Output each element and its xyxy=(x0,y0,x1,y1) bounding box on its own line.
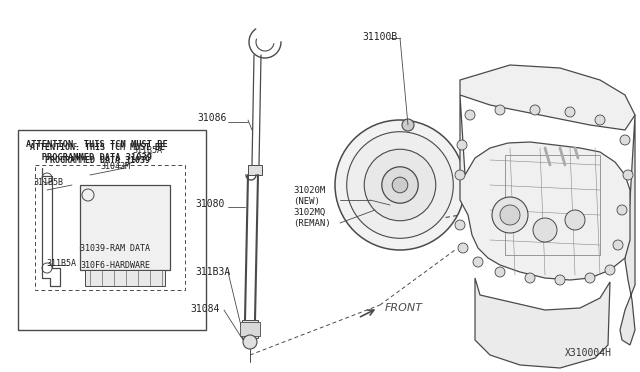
Circle shape xyxy=(492,197,528,233)
Text: ATTENTION: THIS TCM MUST BE
   PROGRAMMED DATA 31039: ATTENTION: THIS TCM MUST BE PROGRAMMED D… xyxy=(30,143,165,164)
Circle shape xyxy=(457,140,467,150)
Polygon shape xyxy=(620,115,635,345)
Text: 31080: 31080 xyxy=(195,199,225,209)
Circle shape xyxy=(392,177,408,193)
Text: 310F6-HARDWARE: 310F6-HARDWARE xyxy=(80,260,150,269)
Bar xyxy=(248,165,262,175)
Polygon shape xyxy=(460,65,635,130)
Text: 31084: 31084 xyxy=(190,304,220,314)
Bar xyxy=(242,320,258,338)
Circle shape xyxy=(617,205,627,215)
Circle shape xyxy=(500,205,520,225)
Circle shape xyxy=(495,267,505,277)
Circle shape xyxy=(455,220,465,230)
Bar xyxy=(80,185,170,270)
Circle shape xyxy=(565,107,575,117)
Text: 311B5A: 311B5A xyxy=(46,259,76,267)
Polygon shape xyxy=(460,95,630,280)
Text: 31043M: 31043M xyxy=(100,161,130,170)
Circle shape xyxy=(605,265,615,275)
Circle shape xyxy=(465,110,475,120)
Circle shape xyxy=(595,115,605,125)
Bar xyxy=(18,130,206,330)
Circle shape xyxy=(533,218,557,242)
Circle shape xyxy=(565,210,585,230)
Bar xyxy=(35,165,185,290)
Circle shape xyxy=(335,120,465,250)
Circle shape xyxy=(525,273,535,283)
Circle shape xyxy=(495,105,505,115)
Text: 311B3A: 311B3A xyxy=(195,267,230,277)
Text: 3102MQ
(REMAN): 3102MQ (REMAN) xyxy=(293,208,331,228)
Circle shape xyxy=(455,170,465,180)
Circle shape xyxy=(530,105,540,115)
Circle shape xyxy=(364,149,436,221)
Bar xyxy=(505,155,600,255)
Bar xyxy=(85,270,165,286)
Circle shape xyxy=(382,167,418,203)
Circle shape xyxy=(243,335,257,349)
Text: 311B5A: 311B5A xyxy=(132,145,162,154)
Bar xyxy=(240,322,260,336)
Polygon shape xyxy=(475,278,610,368)
Circle shape xyxy=(555,275,565,285)
Text: 31100B: 31100B xyxy=(362,32,397,42)
Circle shape xyxy=(585,273,595,283)
Circle shape xyxy=(473,257,483,267)
Text: X310004H: X310004H xyxy=(565,348,612,358)
Circle shape xyxy=(620,135,630,145)
Circle shape xyxy=(458,243,468,253)
Circle shape xyxy=(623,170,633,180)
Circle shape xyxy=(402,119,414,131)
Text: FRONT: FRONT xyxy=(385,303,423,313)
Text: ATTENTION: THIS TCM MUST BE
   PROGRAMMED DATA 31039: ATTENTION: THIS TCM MUST BE PROGRAMMED D… xyxy=(26,140,168,161)
Circle shape xyxy=(347,132,453,238)
Text: 31039-RAM DATA: 31039-RAM DATA xyxy=(80,244,150,253)
Text: 311B5B: 311B5B xyxy=(33,177,63,186)
Text: 31020M
(NEW): 31020M (NEW) xyxy=(293,186,325,206)
Text: 31086: 31086 xyxy=(197,113,227,123)
Circle shape xyxy=(613,240,623,250)
